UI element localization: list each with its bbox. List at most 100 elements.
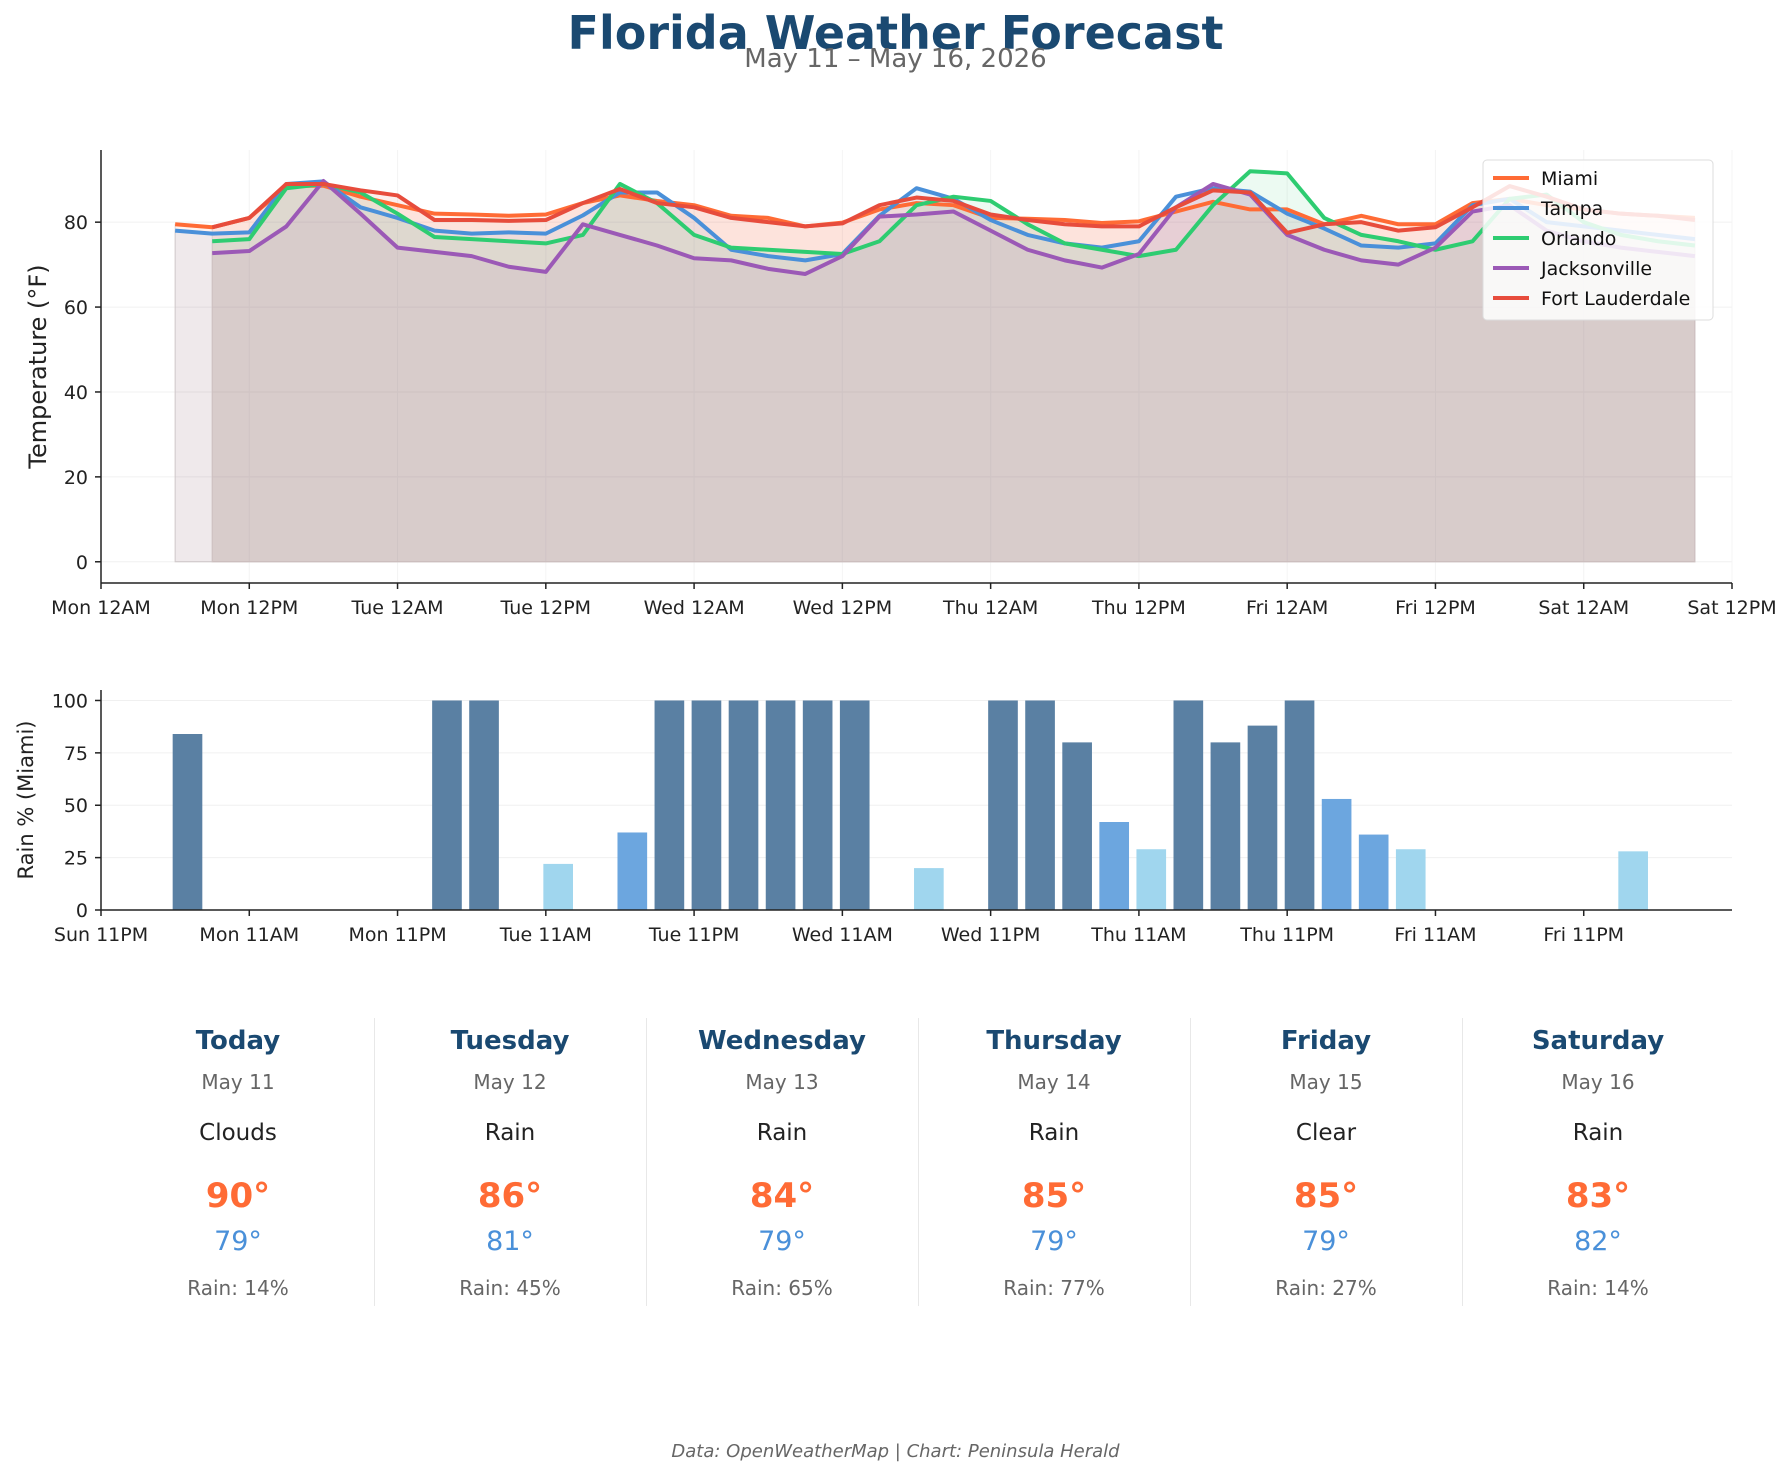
day-name: Saturday bbox=[1531, 1026, 1665, 1056]
temp-x-tick-label: Mon 12AM bbox=[51, 597, 151, 619]
day-rain-chance: Rain: 45% bbox=[459, 1276, 561, 1300]
rain-bar bbox=[728, 700, 759, 910]
day-low-temp: 79° bbox=[1302, 1226, 1350, 1257]
temp-x-tick-label: Wed 12AM bbox=[644, 597, 745, 619]
page-subtitle: May 11 – May 16, 2026 bbox=[744, 44, 1047, 74]
rain-y-tick-label: 50 bbox=[64, 795, 88, 817]
day-low-temp: 79° bbox=[1030, 1226, 1078, 1257]
rain-x-tick-label: Wed 11PM bbox=[941, 924, 1041, 946]
day-name: Friday bbox=[1280, 1026, 1372, 1056]
day-rain-chance: Rain: 65% bbox=[731, 1276, 833, 1300]
rain-bar bbox=[1395, 849, 1426, 910]
day-card-thursday: Thursday May 14 Rain 85° 79° Rain: 77% bbox=[918, 1000, 1190, 1300]
rain-bar bbox=[1358, 834, 1389, 910]
rain-x-tick-label: Sun 11PM bbox=[54, 924, 148, 946]
rain-bar bbox=[654, 700, 685, 910]
day-card-tuesday: Tuesday May 12 Rain 86° 81° Rain: 45% bbox=[374, 1000, 646, 1300]
temp-x-tick-label: Tue 12AM bbox=[351, 597, 444, 619]
day-card-saturday: Saturday May 16 Rain 83° 82° Rain: 14% bbox=[1462, 1000, 1734, 1300]
day-name: Thursday bbox=[986, 1026, 1122, 1056]
temp-x-tick-label: Tue 12PM bbox=[500, 597, 592, 619]
day-condition: Rain bbox=[756, 1120, 808, 1146]
day-low-temp: 79° bbox=[214, 1226, 262, 1257]
series-line-orlando bbox=[212, 169, 1696, 259]
rain-x-tick-label: Thu 11PM bbox=[1239, 924, 1334, 946]
day-date: May 15 bbox=[1289, 1070, 1363, 1094]
footer-credit: Data: OpenWeatherMap | Chart: Peninsula … bbox=[671, 1441, 1120, 1462]
temp-y-tick-label: 0 bbox=[76, 552, 88, 574]
day-name: Today bbox=[195, 1026, 281, 1056]
legend-label: Miami bbox=[1541, 168, 1598, 190]
day-divider bbox=[1462, 1018, 1463, 1306]
temp-legend: Miami Tampa Orlando Jacksonville Fort Lauder… bbox=[1482, 159, 1714, 321]
series-line-tampa bbox=[174, 179, 1696, 263]
day-rain-chance: Rain: 14% bbox=[1547, 1276, 1649, 1300]
temp-x-tick-label: Sat 12PM bbox=[1687, 597, 1776, 619]
temp-x-tick-label: Fri 12PM bbox=[1395, 597, 1476, 619]
rain-bar bbox=[1618, 851, 1648, 910]
rain-bar bbox=[1284, 700, 1315, 910]
rain-x-tick-label: Tue 11PM bbox=[648, 924, 740, 946]
day-divider bbox=[374, 1018, 375, 1306]
temp-y-tick-label: 20 bbox=[64, 467, 88, 489]
rain-bar bbox=[914, 868, 944, 910]
rain-bar bbox=[1173, 700, 1204, 910]
rain-bar bbox=[617, 832, 648, 910]
rain-bar bbox=[1062, 742, 1092, 910]
day-low-temp: 82° bbox=[1574, 1226, 1622, 1257]
rain-x-tick-label: Mon 11PM bbox=[348, 924, 446, 946]
day-condition: Rain bbox=[1572, 1120, 1624, 1146]
day-date: May 11 bbox=[201, 1070, 275, 1094]
day-high-temp: 84° bbox=[749, 1176, 815, 1216]
day-name: Tuesday bbox=[450, 1026, 570, 1056]
day-card-today: Today May 11 Clouds 90° 79° Rain: 14% bbox=[102, 1000, 374, 1300]
legend-box bbox=[1482, 159, 1714, 321]
rain-bar bbox=[1136, 849, 1167, 910]
day-condition: Rain bbox=[484, 1120, 536, 1146]
rain-chart: 0 25 50 75 100 Sun 11PM Mon 11AM Mon 11PM Tue 11… bbox=[14, 690, 1732, 946]
rain-y-tick-label: 100 bbox=[52, 690, 88, 712]
temp-x-tick-label: Wed 12PM bbox=[793, 597, 893, 619]
legend-label: Orlando bbox=[1541, 228, 1616, 250]
day-high-temp: 86° bbox=[477, 1176, 543, 1216]
day-card-friday: Friday May 15 Clear 85° 79° Rain: 27% bbox=[1190, 1000, 1462, 1300]
rain-bar bbox=[839, 700, 870, 910]
rain-x-tick-label: Fri 11PM bbox=[1543, 924, 1624, 946]
temp-y-tick-label: 60 bbox=[64, 297, 88, 319]
rain-x-tick-label: Tue 11AM bbox=[499, 924, 592, 946]
day-low-temp: 81° bbox=[486, 1226, 534, 1257]
temp-x-tick-label: Sat 12AM bbox=[1538, 597, 1629, 619]
rain-x-tick-label: Fri 11AM bbox=[1394, 924, 1476, 946]
temp-x-tick-label: Mon 12PM bbox=[200, 597, 298, 619]
rain-bar bbox=[172, 734, 203, 910]
day-date: May 16 bbox=[1561, 1070, 1635, 1094]
rain-bar bbox=[469, 700, 499, 910]
day-card-wednesday: Wednesday May 13 Rain 84° 79° Rain: 65% bbox=[646, 1000, 918, 1300]
rain-bar bbox=[432, 700, 462, 910]
rain-bar bbox=[543, 863, 574, 910]
rain-bar bbox=[1247, 725, 1278, 910]
day-name: Wednesday bbox=[698, 1026, 866, 1056]
temp-x-tick-label: Fri 12AM bbox=[1246, 597, 1328, 619]
legend-label: Jacksonville bbox=[1540, 258, 1652, 280]
day-rain-chance: Rain: 14% bbox=[187, 1276, 289, 1300]
day-date: May 14 bbox=[1017, 1070, 1091, 1094]
day-high-temp: 83° bbox=[1565, 1176, 1631, 1216]
rain-y-tick-label: 75 bbox=[64, 743, 88, 765]
day-condition: Rain bbox=[1028, 1120, 1080, 1146]
rain-y-axis-label: Rain % (Miami) bbox=[14, 721, 38, 880]
rain-x-tick-label: Mon 11AM bbox=[199, 924, 299, 946]
rain-bar bbox=[1025, 700, 1055, 910]
day-low-temp: 79° bbox=[758, 1226, 806, 1257]
day-date: May 12 bbox=[473, 1070, 547, 1094]
day-rain-chance: Rain: 27% bbox=[1275, 1276, 1377, 1300]
day-divider bbox=[918, 1018, 919, 1306]
rain-bar bbox=[765, 700, 796, 910]
day-rain-chance: Rain: 77% bbox=[1003, 1276, 1105, 1300]
rain-x-tick-label: Wed 11AM bbox=[792, 924, 893, 946]
series-line-jacksonville bbox=[212, 178, 1696, 276]
series-line-miami bbox=[174, 183, 1696, 230]
temperature-chart: 0 20 40 60 80 Mon 12AM Mon 12PM Tue 12AM Tue 12P… bbox=[24, 150, 1777, 619]
rain-bar bbox=[1099, 822, 1130, 910]
